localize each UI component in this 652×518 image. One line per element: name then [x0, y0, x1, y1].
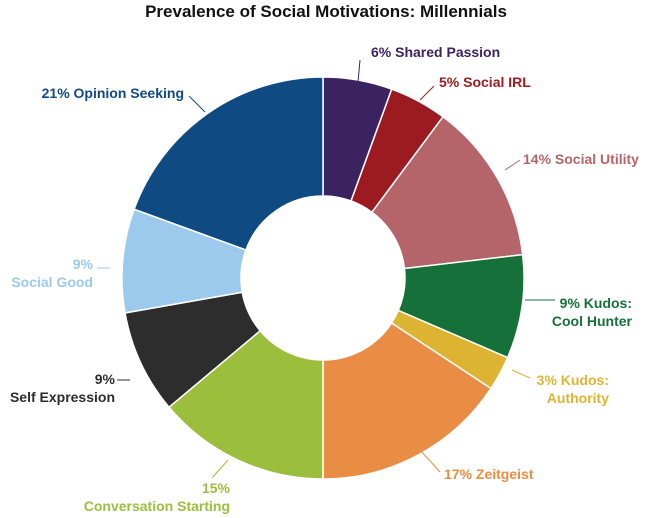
slice-label: 9% Social Good — [11, 256, 93, 290]
slice-social-utility — [370, 115, 524, 270]
slice-label-line: 6% Shared Passion — [371, 44, 500, 60]
leader-line — [188, 95, 206, 113]
leader-line — [419, 85, 435, 101]
leader-line — [511, 369, 531, 379]
slice-label-line: 21% Opinion Seeking — [42, 85, 184, 101]
slice-label: 21% Opinion Seeking — [42, 85, 184, 101]
slice-label-line: 5% Social IRL — [439, 74, 531, 90]
slice-label-line: 14% Social Utility — [523, 151, 639, 167]
slice-label: 17% Zeitgeist — [444, 466, 534, 482]
slice-label-line: Social Good — [11, 274, 93, 290]
slice-label: 9% Kudos: Cool Hunter — [552, 295, 633, 329]
slice-label-line: Conversation Starting — [84, 498, 230, 514]
slice-label-line: 3% Kudos: — [537, 372, 609, 388]
slice-label-line: 9% — [73, 256, 94, 272]
leader-line — [419, 449, 441, 473]
slice-label-line: Cool Hunter — [552, 313, 633, 329]
slice-label: 6% Shared Passion — [371, 44, 500, 60]
leader-line — [357, 59, 361, 83]
slice-label-line: 9% Kudos: — [560, 295, 632, 311]
slice-label: 9% Self Expression — [10, 371, 116, 405]
slice-label: 14% Social Utility — [523, 151, 639, 167]
slice-conversation-starting — [167, 329, 324, 480]
slice-labels: 6% Shared Passion 5% Social IRL 14% Social… — [10, 44, 639, 514]
leader-line — [504, 159, 521, 171]
leader-line — [211, 459, 229, 479]
slice-opinion-seeking — [133, 76, 324, 251]
slice-label: 5% Social IRL — [439, 74, 531, 90]
chart-title: Prevalence of Social Motivations: Millen… — [145, 2, 507, 21]
slice-label-line: 15% — [202, 480, 231, 496]
slice-label-line: 17% Zeitgeist — [444, 466, 534, 482]
slice-label: 3% Kudos: Authority — [537, 372, 610, 406]
slice-label-line: Authority — [547, 390, 609, 406]
leader-lines — [97, 59, 555, 479]
slice-zeitgeist — [322, 322, 492, 480]
donut-slices — [121, 76, 525, 480]
slice-label-line: Self Expression — [10, 389, 115, 405]
slice-label-line: 9% — [95, 371, 116, 387]
slice-label: 15% Conversation Starting — [84, 480, 231, 514]
